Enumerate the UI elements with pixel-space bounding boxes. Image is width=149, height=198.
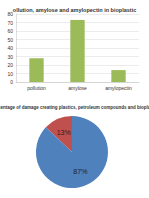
svg-text:80: 80 <box>7 11 13 17</box>
svg-text:amylose: amylose <box>68 85 87 91</box>
svg-text:40: 40 <box>7 45 13 51</box>
svg-text:ollution, amylose and amylopec: ollution, amylose and amylopectin in bio… <box>13 7 136 13</box>
svg-text:0: 0 <box>10 79 13 85</box>
svg-text:amylopectin: amylopectin <box>105 85 132 91</box>
svg-text:87%: 87% <box>73 168 87 175</box>
svg-text:70: 70 <box>7 20 13 26</box>
svg-text:10: 10 <box>7 71 13 77</box>
svg-text:50: 50 <box>7 37 13 43</box>
svg-text:20: 20 <box>7 62 13 68</box>
svg-text:30: 30 <box>7 54 13 60</box>
svg-text:60: 60 <box>7 28 13 34</box>
svg-text:13%: 13% <box>57 129 71 136</box>
svg-text:percentage of damage creating: percentage of damage creating plastics, … <box>0 105 149 110</box>
svg-text:pollution: pollution <box>27 85 46 91</box>
